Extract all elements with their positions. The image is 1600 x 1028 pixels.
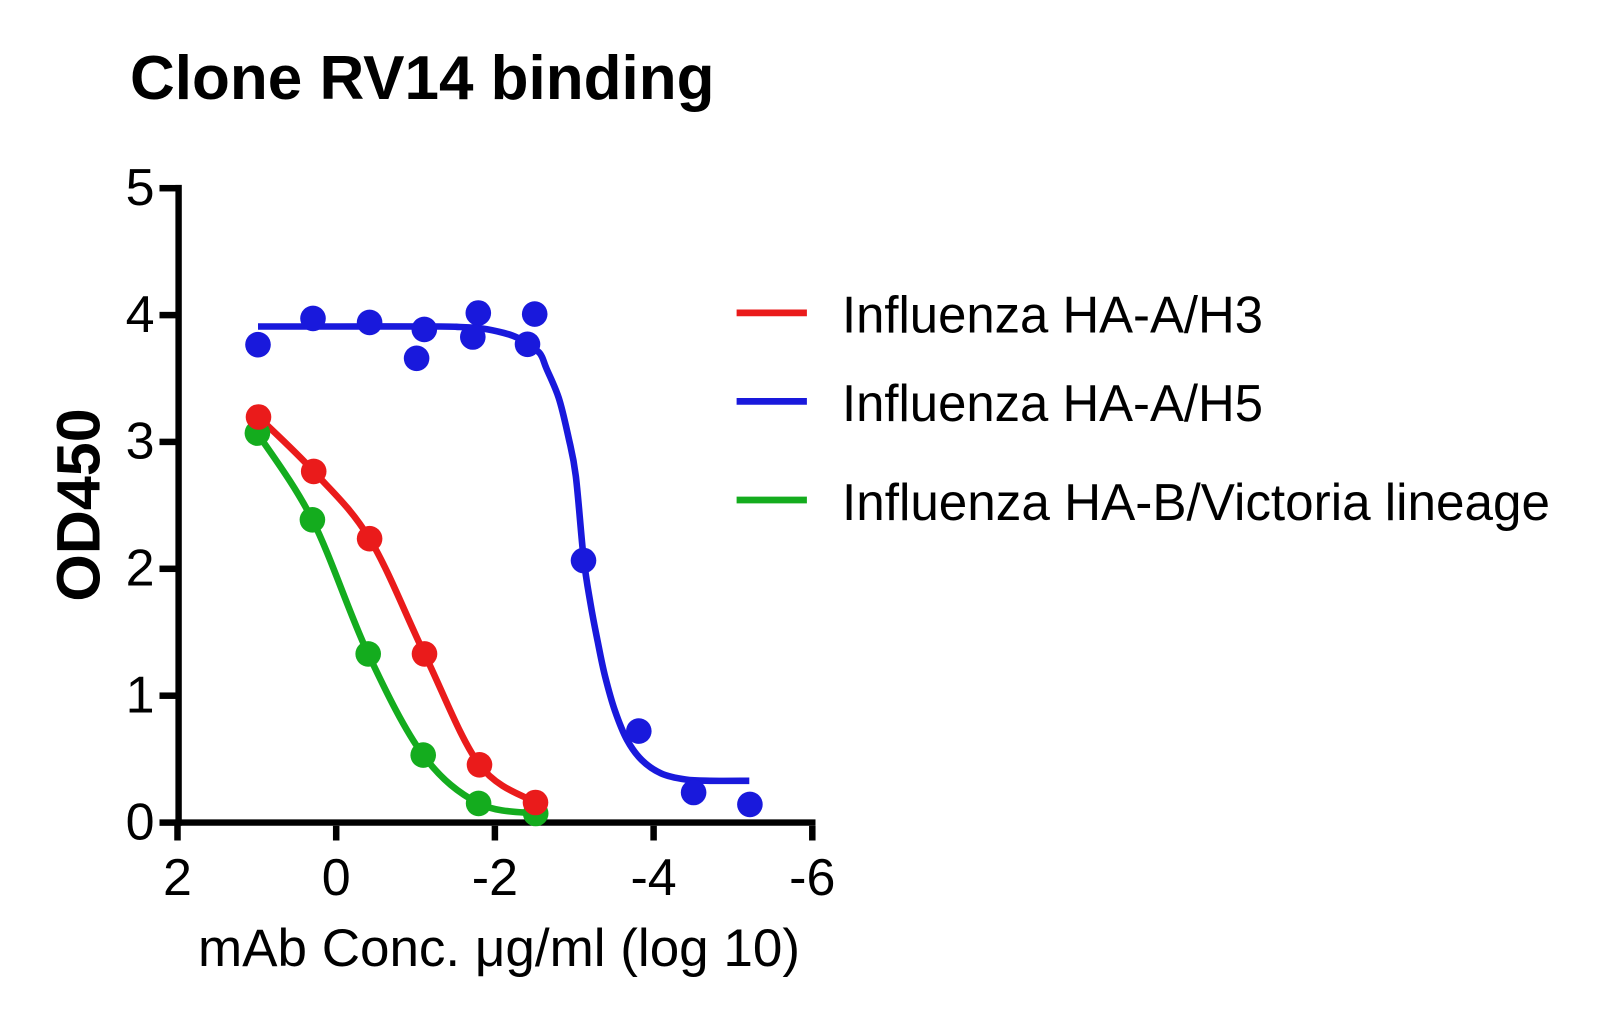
svg-text:-6: -6 — [789, 849, 835, 907]
svg-text:Clone RV14 binding: Clone RV14 binding — [130, 44, 714, 113]
svg-text:-2: -2 — [472, 849, 518, 907]
svg-text:2: 2 — [126, 540, 155, 598]
svg-text:4: 4 — [126, 286, 155, 344]
svg-text:2: 2 — [163, 849, 192, 907]
svg-text:Influenza HA-B/Victoria lineag: Influenza HA-B/Victoria lineage — [842, 474, 1550, 532]
svg-text:3: 3 — [126, 413, 155, 471]
svg-text:5: 5 — [126, 159, 155, 217]
svg-text:0: 0 — [322, 849, 351, 907]
svg-text:Influenza HA-A/H3: Influenza HA-A/H3 — [842, 286, 1263, 344]
svg-text:OD450: OD450 — [45, 408, 113, 601]
svg-text:0: 0 — [126, 793, 155, 851]
svg-text:Influenza HA-A/H5: Influenza HA-A/H5 — [842, 375, 1263, 433]
svg-text:1: 1 — [126, 666, 155, 724]
svg-text:-4: -4 — [630, 849, 676, 907]
svg-text:mAb Conc. μg/ml (log 10): mAb Conc. μg/ml (log 10) — [198, 919, 800, 978]
